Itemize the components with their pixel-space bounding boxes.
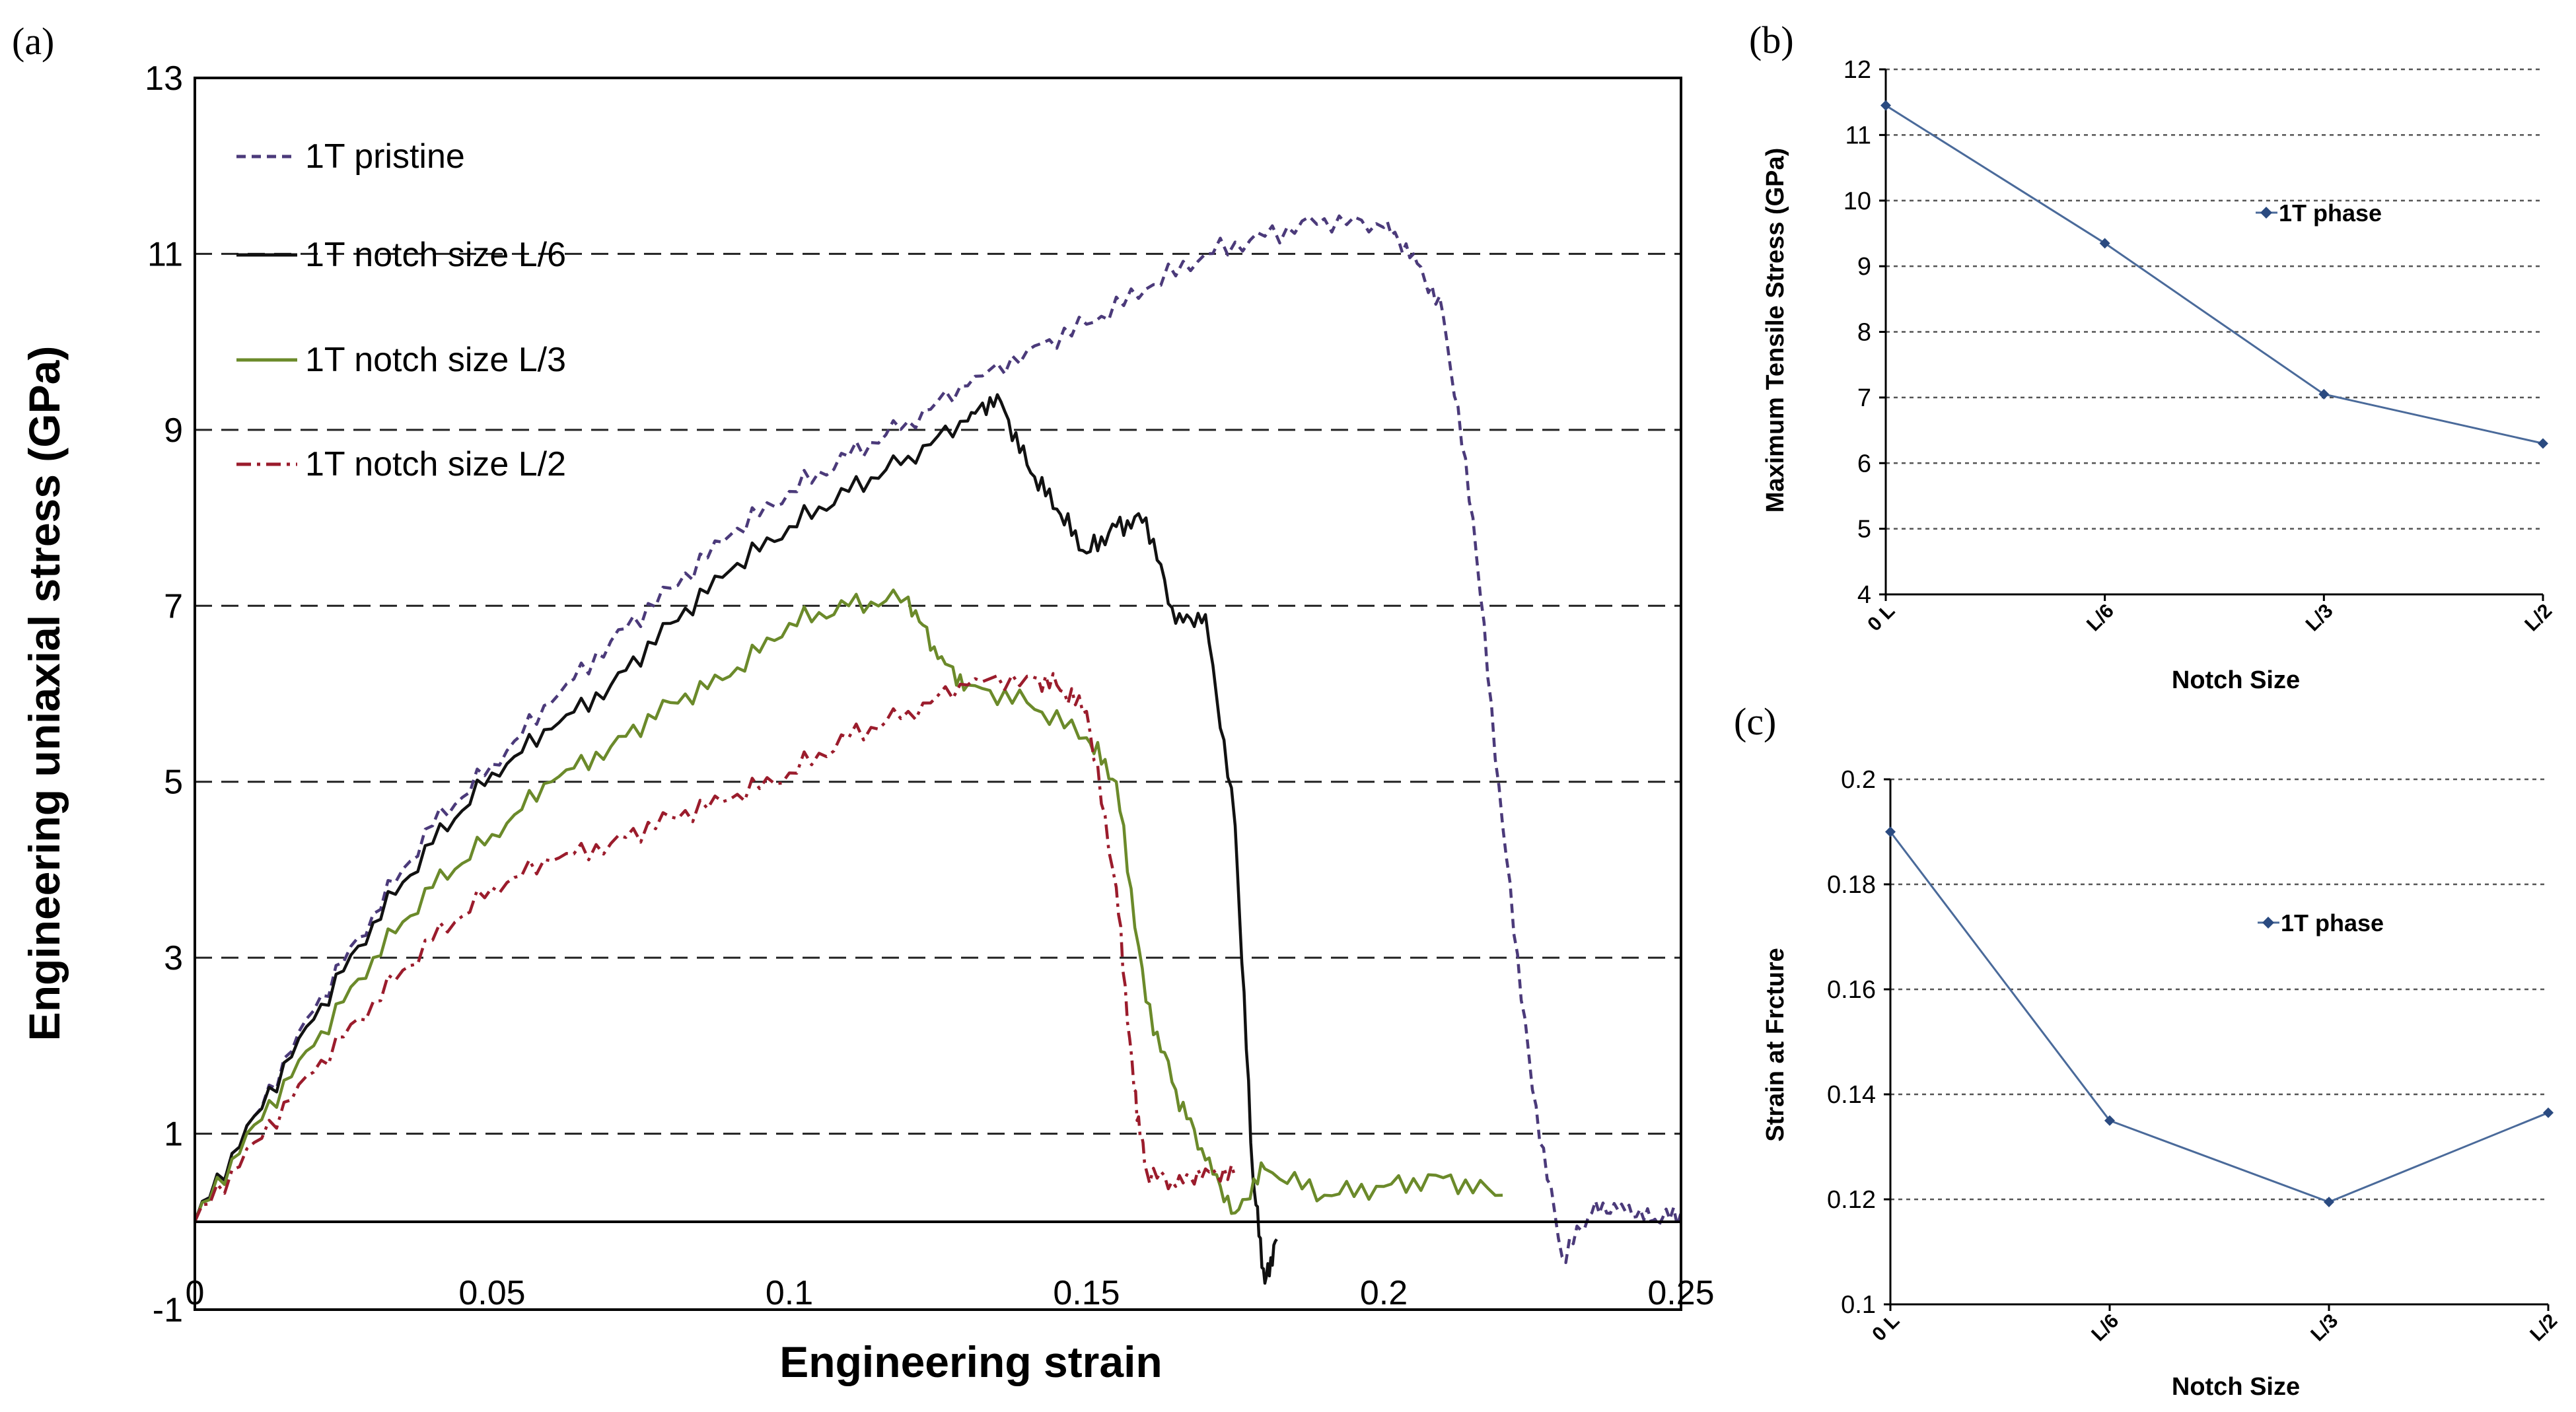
panel-a-series-1t-notch-size-l-3 (193, 588, 1503, 1222)
b-series-1t-phase (1885, 104, 2544, 444)
panel-c-legend: 1T phase (2258, 909, 2384, 936)
panel-c-legend-label: 1T phase (2281, 909, 2384, 936)
b-xtick-l-3: L/3 (2302, 600, 2338, 635)
b-ytick-5: 5 (1857, 516, 1871, 544)
b-ytick-9: 9 (1857, 253, 1871, 281)
c-xtick-l-6: L/6 (2087, 1310, 2123, 1345)
legend-label-l6: 1T notch size L/6 (305, 236, 566, 274)
b-ytick-7: 7 (1857, 384, 1871, 412)
panel-a-y-axis-title: Engineering uniaxial stress (GPa) (20, 346, 69, 1041)
panel-c-x-axis-title: Notch Size (2172, 1373, 2300, 1401)
panel-a-xtick-0-05: 0.05 (458, 1274, 525, 1312)
panel-b-legend-marker (2260, 207, 2272, 219)
panel-b-series-group (1880, 100, 2548, 449)
panel-a-series-1t-notch-size-l-2 (193, 672, 1237, 1222)
panel-a-legend: 1T pristine 1T notch size L/6 1T notch s… (236, 137, 566, 483)
c-xtick-l-2: L/2 (2526, 1310, 2561, 1345)
c-marker-0-l (1885, 826, 1896, 837)
panel-a-ytick-1: -1 (153, 1291, 183, 1329)
panel-a-label: (a) (12, 20, 54, 63)
panel-c-x-ticks: 0 L L/6 L/3 L/2 (1868, 1304, 2561, 1345)
panel-c-legend-marker (2262, 917, 2274, 929)
panel-a-ytick-13: 13 (145, 59, 183, 98)
c-ytick-0-14: 0.14 (1827, 1081, 1876, 1109)
panel-a-xtick-0: 0 (186, 1274, 205, 1312)
panel-a-plot-frame (194, 77, 1682, 1311)
panel-a-ytick-1: 1 (164, 1115, 183, 1154)
panel-b-gridlines (1886, 68, 2543, 530)
panel-c-gridlines (1890, 778, 2548, 1201)
panel-a-series-1t-pristine (193, 214, 1683, 1265)
c-series-1t-phase (1889, 831, 2549, 1203)
panel-a-xtick-0-15: 0.15 (1053, 1274, 1120, 1312)
panel-b-legend: 1T phase (2256, 199, 2382, 227)
c-xtick-l-3: L/3 (2307, 1310, 2342, 1345)
panel-a-xtick-0-25: 0.25 (1647, 1274, 1714, 1312)
c-ytick-0-18: 0.18 (1827, 871, 1876, 899)
panel-b-y-axis-title: Maximum Tensile Stress (GPa) (1762, 148, 1789, 513)
b-xtick-l-6: L/6 (2083, 600, 2118, 635)
panel-b-x-ticks: 0 L L/6 L/3 L/2 (1863, 594, 2556, 635)
panel-b-label: (b) (1749, 18, 1794, 61)
c-ytick-0-16: 0.16 (1827, 976, 1876, 1004)
legend-label-l3: 1T notch size L/3 (305, 341, 566, 379)
b-marker-0-l (1880, 100, 1891, 111)
panel-c-series-group (1885, 826, 2554, 1207)
c-ytick-0-1: 0.1 (1841, 1291, 1876, 1319)
b-marker-l-3 (2318, 388, 2330, 400)
panel-a-series-1t-notch-size-l-6 (193, 393, 1278, 1285)
panel-c-y-axis-title: Strain at Frcture (1762, 948, 1789, 1142)
b-ytick-6: 6 (1857, 450, 1871, 477)
panel-a-x-axis-title: Engineering strain (779, 1337, 1162, 1386)
panel-a-ytick-11: 11 (147, 235, 183, 273)
b-ytick-11: 11 (1845, 122, 1871, 149)
panel-a-x-ticks: 0 0.05 0.1 0.15 0.2 0.25 (186, 1274, 1715, 1312)
panel-a-gridlines (195, 252, 1681, 1135)
legend-label-l2: 1T notch size L/2 (305, 445, 566, 483)
panel-b-legend-label: 1T phase (2279, 199, 2382, 227)
c-marker-l-3 (2324, 1196, 2334, 1207)
panel-a-xtick-0-2: 0.2 (1360, 1274, 1408, 1312)
b-ytick-10: 10 (1843, 188, 1871, 215)
c-marker-l-2 (2543, 1107, 2554, 1118)
b-marker-l-2 (2538, 438, 2548, 449)
panel-c-fracture-strain-chart: (c) 0.10.120.140.160.180.2 0 L L/6 L/3 L/2 … (1734, 700, 2561, 1401)
b-xtick-l-2: L/2 (2521, 600, 2556, 635)
panel-a-series-group (193, 214, 1683, 1285)
panel-c-label: (c) (1734, 700, 1776, 743)
panel-a-ytick-5: 5 (164, 763, 183, 802)
b-marker-l-6 (2099, 238, 2110, 249)
panel-b-x-axis-title: Notch Size (2172, 666, 2300, 694)
c-ytick-0-12: 0.12 (1827, 1186, 1876, 1214)
c-ytick-0-2: 0.2 (1841, 766, 1876, 794)
panel-a-ytick-7: 7 (164, 587, 183, 625)
b-ytick-12: 12 (1843, 56, 1871, 84)
panel-c-y-ticks: 0.1 0.12 0.14 0.16 0.18 0.2 (1827, 766, 1890, 1319)
panel-b-y-ticks: 4 5 6 7 8 9 10 11 12 (1843, 56, 1886, 609)
panel-a-ytick-3: 3 (164, 939, 183, 977)
b-ytick-4: 4 (1857, 581, 1871, 609)
panel-a-xtick-0-1: 0.1 (766, 1274, 813, 1312)
legend-label-pristine: 1T pristine (305, 137, 465, 176)
b-ytick-8: 8 (1857, 319, 1871, 347)
c-marker-l-6 (2104, 1115, 2115, 1126)
panel-a-ytick-9: 9 (164, 411, 183, 450)
